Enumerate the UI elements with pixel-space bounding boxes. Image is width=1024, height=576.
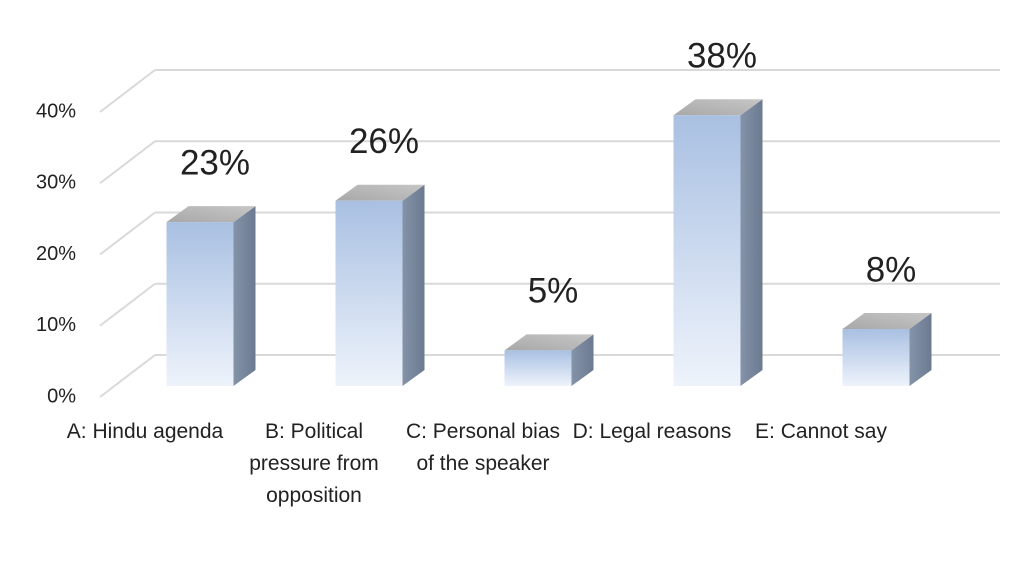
y-tick-label: 20% bbox=[36, 243, 76, 265]
y-tick-label: 10% bbox=[36, 314, 76, 336]
data-label: 5% bbox=[528, 272, 579, 311]
data-label: 23% bbox=[180, 143, 250, 182]
data-label: 38% bbox=[687, 37, 757, 76]
bar-side bbox=[571, 334, 594, 386]
bar-top bbox=[673, 99, 763, 116]
x-tick-label: D: Legal reasons bbox=[572, 420, 732, 443]
data-label: 8% bbox=[866, 250, 917, 289]
data-label: 26% bbox=[349, 122, 419, 161]
y-tick-label: 30% bbox=[36, 172, 76, 194]
bar-top bbox=[504, 334, 594, 351]
x-tick-label: A: Hindu agenda bbox=[66, 420, 224, 443]
bar bbox=[673, 115, 741, 386]
tick-diagonal bbox=[99, 211, 156, 256]
tick-diagonal bbox=[99, 282, 156, 327]
bar-side bbox=[402, 184, 425, 386]
bar bbox=[842, 329, 910, 386]
bar bbox=[504, 350, 572, 386]
bar bbox=[166, 222, 234, 386]
bar-side bbox=[233, 206, 256, 386]
bar-top bbox=[335, 184, 425, 201]
tick-diagonal bbox=[99, 69, 156, 113]
tick-diagonal bbox=[99, 354, 156, 398]
bar bbox=[335, 200, 403, 386]
x-tick-label: C: Personal bias of the speaker bbox=[405, 420, 561, 475]
x-tick-label: B: Political pressure from opposition bbox=[249, 420, 379, 507]
bar-side bbox=[909, 313, 932, 386]
y-tick-label: 0% bbox=[47, 385, 76, 407]
y-tick-label: 40% bbox=[36, 100, 76, 122]
bar-top bbox=[166, 206, 256, 223]
tick-diagonal bbox=[99, 140, 156, 185]
x-tick-label: E: Cannot say bbox=[755, 420, 887, 443]
bar-side bbox=[740, 99, 763, 386]
bar-top bbox=[842, 313, 932, 329]
